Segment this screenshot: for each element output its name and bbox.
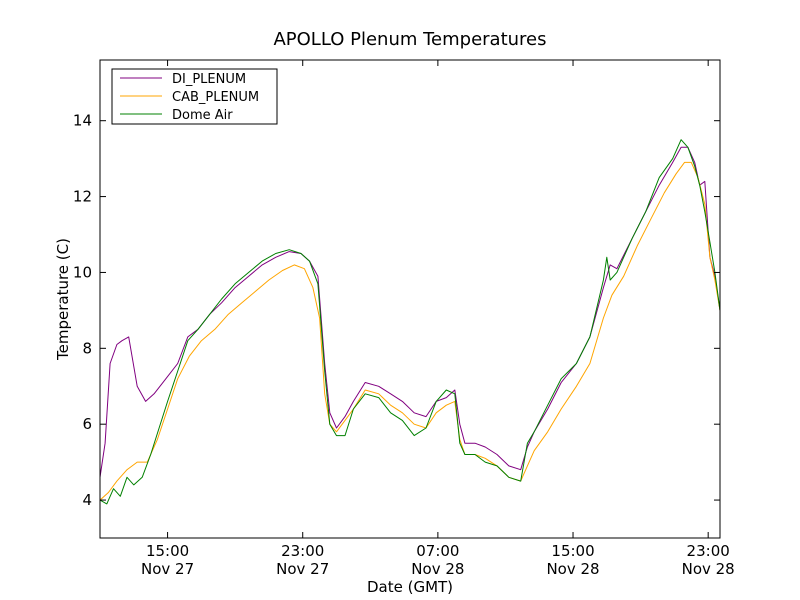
x-tick-label-time: 15:00 [551, 542, 594, 560]
x-tick-label-time: 23:00 [281, 542, 324, 560]
legend-label-dome-air: Dome Air [172, 108, 233, 123]
legend: DI_PLENUM CAB_PLENUM Dome Air [111, 68, 278, 125]
x-tick-label-date: Nov 28 [682, 560, 735, 578]
y-tick-label: 6 [82, 415, 92, 433]
y-tick-label: 12 [73, 188, 92, 206]
y-tick-label: 8 [82, 339, 92, 357]
x-tick-label-date: Nov 28 [411, 560, 464, 578]
x-tick-label-date: Nov 27 [141, 560, 194, 578]
x-axis-label: Date (GMT) [367, 578, 453, 596]
y-tick-label: 10 [73, 263, 92, 281]
legend-label-di-plenum: DI_PLENUM [172, 72, 246, 87]
series-line-cab-plenum [100, 161, 720, 501]
series-layer [100, 139, 720, 505]
y-axis: 4 6 8 10 12 14 [73, 112, 720, 509]
x-tick-label-time: 07:00 [416, 542, 459, 560]
legend-label-cab-plenum: CAB_PLENUM [172, 90, 259, 105]
chart-title: APOLLO Plenum Temperatures [273, 29, 546, 50]
series-line-dome-air [100, 139, 720, 505]
x-tick-label-time: 15:00 [146, 542, 189, 560]
y-axis-label: Temperature (C) [54, 238, 72, 361]
x-tick-label-date: Nov 27 [276, 560, 329, 578]
x-tick-label-date: Nov 28 [546, 560, 599, 578]
y-tick-label: 14 [73, 112, 92, 130]
plot-frame [99, 59, 721, 539]
x-tick-label-time: 23:00 [687, 542, 730, 560]
y-tick-label: 4 [82, 491, 92, 509]
plot-area [99, 59, 721, 539]
